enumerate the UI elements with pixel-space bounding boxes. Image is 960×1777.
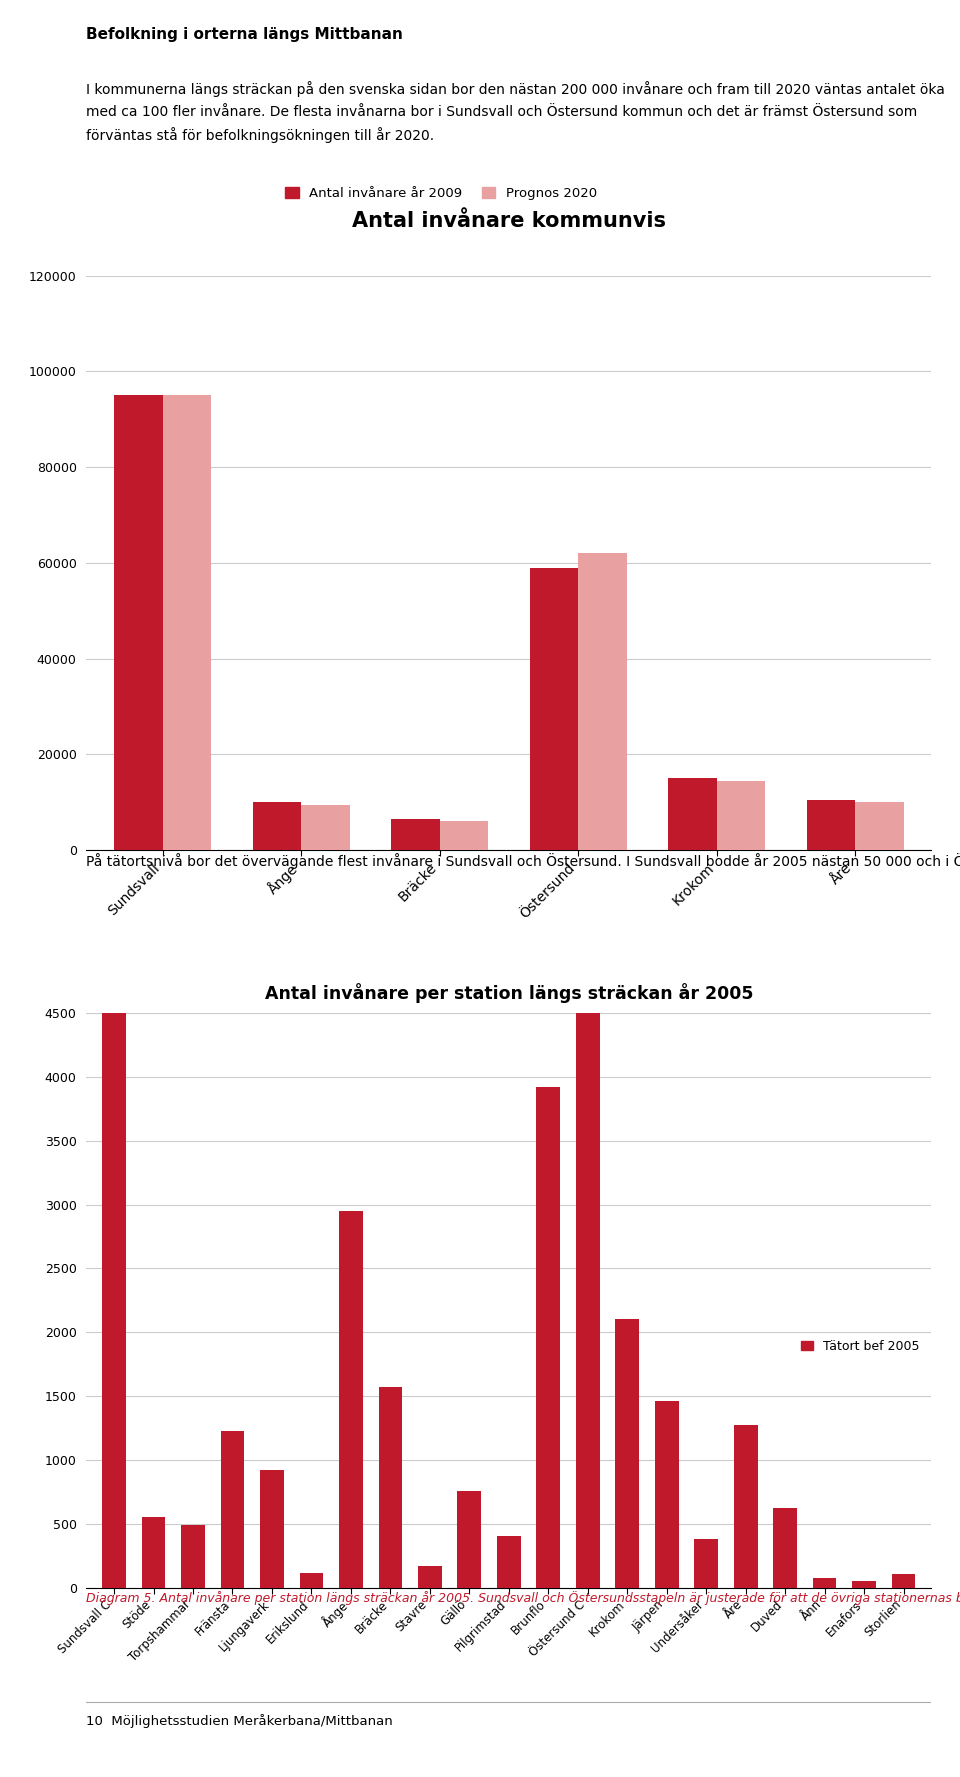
Bar — [668, 778, 716, 849]
Bar — [615, 1319, 639, 1587]
Text: Diagram 2. Antal invånare kommunvis: Diagram 2. Antal invånare kommunvis — [188, 1068, 429, 1082]
Bar — [733, 1425, 757, 1587]
Bar — [694, 1539, 718, 1587]
Text: Befolkning i orterna längs Mittbanan: Befolkning i orterna längs Mittbanan — [86, 27, 403, 41]
Bar — [221, 1430, 244, 1587]
Bar — [716, 780, 765, 849]
Bar — [530, 567, 578, 849]
Bar — [418, 1566, 442, 1587]
Text: 10  Möjlighetsstudien Meråkerbana/Mittbanan: 10 Möjlighetsstudien Meråkerbana/Mittban… — [86, 1715, 394, 1729]
Bar — [892, 1573, 916, 1587]
Bar — [102, 1013, 126, 1587]
Bar — [181, 1525, 204, 1587]
Text: På tätortsnivå bor det övervägande flest invånare i Sundsvall och Östersund. I S: På tätortsnivå bor det övervägande flest… — [86, 853, 960, 869]
Legend: Tätort bef 2005: Tätort bef 2005 — [796, 1335, 924, 1358]
Bar — [260, 1470, 284, 1587]
Legend: Antal invånare år 2009, Prognos 2020: Antal invånare år 2009, Prognos 2020 — [280, 181, 602, 206]
Bar — [440, 821, 488, 849]
Bar — [114, 394, 162, 849]
Bar — [301, 805, 349, 849]
Bar — [852, 1582, 876, 1587]
Bar — [578, 553, 627, 849]
Bar — [813, 1578, 836, 1587]
Bar — [537, 1088, 560, 1587]
Bar — [378, 1388, 402, 1587]
Bar — [855, 803, 903, 849]
Text: Diagram 5. Antal invånare per station längs sträckan år 2005. Sundsvall och Öste: Diagram 5. Antal invånare per station lä… — [86, 1590, 960, 1605]
Bar — [655, 1400, 679, 1587]
Title: Antal invånare kommunvis: Antal invånare kommunvis — [351, 211, 666, 231]
Bar — [774, 1509, 797, 1587]
Bar — [339, 1210, 363, 1587]
Bar — [142, 1518, 165, 1587]
Bar — [162, 394, 211, 849]
Bar — [458, 1491, 481, 1587]
Bar — [806, 800, 855, 849]
Bar — [497, 1537, 520, 1587]
Bar — [252, 803, 301, 849]
Bar — [576, 1013, 600, 1587]
Bar — [300, 1573, 324, 1587]
Text: I kommunerna längs sträckan på den svenska sidan bor den nästan 200 000 invånare: I kommunerna längs sträckan på den svens… — [86, 82, 946, 142]
Bar — [391, 819, 440, 849]
Title: Antal invånare per station längs sträckan år 2005: Antal invånare per station längs sträcka… — [265, 983, 753, 1002]
